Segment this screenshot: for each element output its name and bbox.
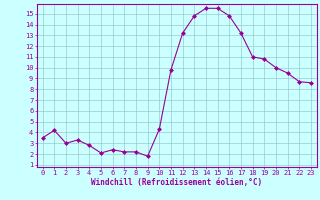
X-axis label: Windchill (Refroidissement éolien,°C): Windchill (Refroidissement éolien,°C) xyxy=(91,178,262,187)
